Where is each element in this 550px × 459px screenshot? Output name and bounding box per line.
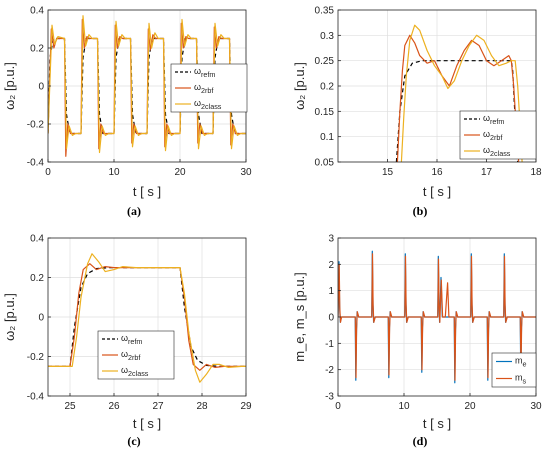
x-tick-label: 20 xyxy=(464,401,476,412)
y-tick-label: 2 xyxy=(328,260,334,271)
y-tick-label: 0.2 xyxy=(320,82,334,93)
legend-label-1: ms xyxy=(515,373,527,386)
legend-label-2: ω2class xyxy=(483,145,511,158)
legend: ωrefm ω2rbf ω2class xyxy=(97,330,175,380)
chart-panel-b: 15 16 17 18 0.05 0.1 0.15 0.2 0.25 0.3 0.35 t [ s ]… xyxy=(292,6,542,219)
y-tick-label: 0.4 xyxy=(30,6,44,17)
legend-label-1: ω2rbf xyxy=(121,349,140,362)
series-line-2 xyxy=(48,15,246,154)
y-tick-label: 0.35 xyxy=(315,6,335,17)
x-axis-label: t [ s ] xyxy=(133,184,161,199)
series-line-1 xyxy=(396,34,520,162)
legend-label-0: ωrefm xyxy=(121,333,142,346)
x-tick-label: 27 xyxy=(152,401,164,412)
legend-label-2: ω2class xyxy=(194,98,222,111)
x-tick-label: 15 xyxy=(382,167,394,178)
x-tick-label: 30 xyxy=(240,167,252,178)
x-tick-label: 26 xyxy=(108,401,120,412)
legend-label-1: ω2rbf xyxy=(483,129,502,142)
y-tick-label: 0.4 xyxy=(30,234,44,245)
y-tick-label: 0.1 xyxy=(320,132,334,143)
x-tick-label: 25 xyxy=(64,401,76,412)
x-tick-label: 18 xyxy=(530,167,542,178)
y-tick-label: 0 xyxy=(38,313,44,324)
x-tick-label: 29 xyxy=(240,401,252,412)
panel-caption: (b) xyxy=(413,204,428,218)
legend: me ms xyxy=(491,352,537,388)
x-tick-label: 0 xyxy=(335,401,341,412)
legend-label-2: ω2class xyxy=(121,365,149,378)
y-tick-label: -0.2 xyxy=(27,120,45,131)
legend-label-0: me xyxy=(515,356,527,369)
series-line-2 xyxy=(400,24,523,162)
y-tick-label: 0 xyxy=(38,82,44,93)
y-tick-label: 0 xyxy=(328,313,334,324)
x-axis-label: t [ s ] xyxy=(133,416,161,431)
y-tick-label: -0.4 xyxy=(27,392,45,403)
series-group xyxy=(48,253,246,383)
y-tick-label: 1 xyxy=(328,286,334,297)
x-tick-label: 28 xyxy=(196,401,208,412)
y-tick-label: -0.4 xyxy=(27,158,45,169)
y-tick-label: 0.15 xyxy=(315,107,335,118)
series-line-1 xyxy=(338,253,536,381)
y-tick-label: 0.3 xyxy=(320,31,334,42)
series-group xyxy=(338,250,536,384)
panel-caption: (a) xyxy=(127,204,141,218)
y-tick-label: -1 xyxy=(325,339,334,350)
series-group xyxy=(48,15,246,157)
x-tick-label: 20 xyxy=(174,167,186,178)
y-axis-label: ω₂ [p.u.] xyxy=(2,62,17,110)
panel-caption: (c) xyxy=(127,434,140,448)
y-tick-label: 0.05 xyxy=(315,158,335,169)
x-tick-label: 10 xyxy=(108,167,120,178)
panel-caption: (d) xyxy=(413,434,428,448)
x-tick-label: 17 xyxy=(481,167,493,178)
legend: ωrefm ω2rbf ω2class xyxy=(459,110,537,160)
y-tick-label: 3 xyxy=(328,234,334,245)
legend: ωrefm ω2rbf ω2class xyxy=(170,63,248,113)
x-axis-label: t [ s ] xyxy=(423,184,451,199)
y-tick-label: -0.2 xyxy=(27,352,45,363)
legend-box xyxy=(491,352,537,388)
y-tick-label: -3 xyxy=(325,392,334,403)
y-axis-label: ω₂ [p.u.] xyxy=(292,62,307,110)
x-tick-label: 10 xyxy=(398,401,410,412)
y-tick-label: 0.2 xyxy=(30,273,44,284)
y-tick-label: -2 xyxy=(325,365,334,376)
x-tick-label: 0 xyxy=(45,167,51,178)
x-axis-label: t [ s ] xyxy=(423,416,451,431)
x-tick-label: 30 xyxy=(530,401,542,412)
y-axis-label: ω₂ [p.u.] xyxy=(2,293,17,341)
y-tick-label: 0.25 xyxy=(315,56,335,67)
y-axis-label: m_e, m_s [p.u.] xyxy=(292,272,307,362)
series-line-2 xyxy=(48,253,246,383)
legend-label-0: ωrefm xyxy=(194,66,215,79)
legend-label-0: ωrefm xyxy=(483,113,504,126)
legend-label-1: ω2rbf xyxy=(194,82,213,95)
chart-panel-d: 0 10 20 30 -3 -2 -1 0 1 2 3 t [ s ] m_e, m_s [p.u.] (… xyxy=(292,234,542,449)
x-tick-label: 16 xyxy=(431,167,443,178)
chart-panel-c: 25 26 27 28 29 -0.4 -0.2 0 0.2 0.4 t [ s ] ω₂ [p.u.… xyxy=(2,234,252,449)
chart-panel-a: 0 10 20 30 -0.4 -0.2 0 0.2 0.4 t [ s ] ω₂ [p.u.] (a… xyxy=(2,6,252,219)
y-tick-label: 0.2 xyxy=(30,44,44,55)
